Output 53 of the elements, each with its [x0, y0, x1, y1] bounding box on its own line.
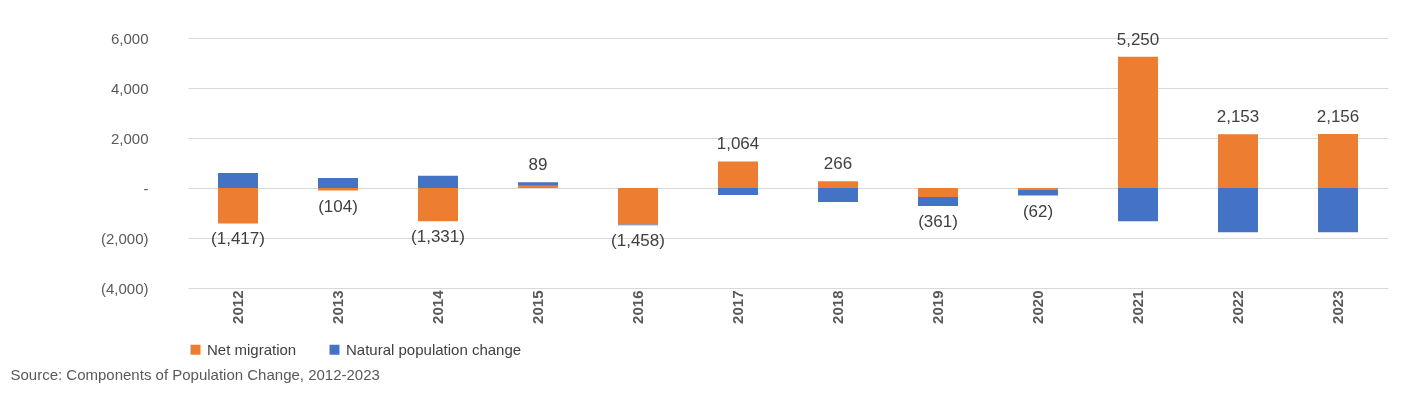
- data-label: (62): [1022, 201, 1054, 221]
- bar: [218, 188, 258, 224]
- bar: [1018, 189, 1058, 196]
- x-tick-label: 2016: [629, 290, 646, 324]
- x-tick-label: 2017: [729, 290, 746, 324]
- data-label: 2,156: [1316, 107, 1360, 127]
- x-tick-label: 2023: [1329, 290, 1346, 324]
- y-tick-label: (2,000): [100, 229, 149, 247]
- x-tick-label: 2021: [1129, 290, 1146, 324]
- data-label: (1,417): [211, 229, 265, 249]
- x-tick-label: 2012: [229, 290, 246, 324]
- data-label: 89: [528, 155, 548, 175]
- bar: [418, 175, 458, 188]
- bar: [218, 173, 258, 188]
- x-tick-label: 2013: [329, 290, 346, 324]
- y-tick-label: -: [143, 179, 149, 197]
- bar: [1318, 134, 1358, 188]
- bar: [618, 188, 658, 225]
- x-tick-label: 2019: [929, 290, 946, 324]
- legend-label: Net migration: [207, 340, 297, 358]
- data-label: (1,458): [611, 231, 665, 251]
- data-label: 266: [823, 154, 853, 174]
- x-tick-label: 2014: [429, 289, 446, 324]
- bar: [818, 188, 858, 202]
- bar: [918, 188, 958, 198]
- x-tick-label: 2018: [829, 290, 846, 324]
- bar: [1218, 134, 1258, 188]
- bar: [1118, 188, 1158, 222]
- bar: [718, 188, 758, 195]
- data-label: 5,250: [1116, 29, 1160, 49]
- bar: [1118, 56, 1158, 188]
- bar: [918, 197, 958, 207]
- data-label: 2,153: [1216, 107, 1260, 127]
- bar: [318, 178, 358, 188]
- y-tick-label: 2,000: [110, 129, 149, 147]
- bar: [718, 161, 758, 188]
- y-tick-label: 4,000: [110, 79, 149, 97]
- data-label: 1,064: [716, 134, 760, 154]
- y-tick-label: (4,000): [100, 279, 149, 297]
- bar: [1218, 188, 1258, 233]
- bar: [418, 188, 458, 222]
- bar: [818, 181, 858, 188]
- legend-label: Natural population change: [346, 340, 522, 358]
- bar: [318, 188, 358, 191]
- bar: [1318, 188, 1358, 233]
- x-tick-label: 2022: [1229, 290, 1246, 324]
- y-tick-label: 6,000: [110, 29, 149, 47]
- x-tick-label: 2020: [1029, 290, 1046, 324]
- data-label: (1,331): [411, 227, 465, 247]
- source-note: Source: Components of Population Change, 2012-2023: [10, 366, 380, 383]
- data-label: (361): [918, 212, 958, 232]
- x-tick-label: 2015: [529, 290, 546, 324]
- data-label: (104): [318, 196, 358, 216]
